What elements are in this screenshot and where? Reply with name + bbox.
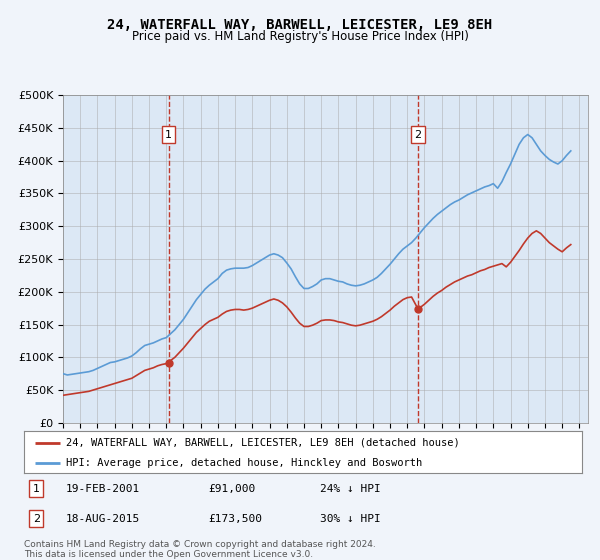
Text: 2: 2 — [33, 514, 40, 524]
Text: This data is licensed under the Open Government Licence v3.0.: This data is licensed under the Open Gov… — [24, 550, 313, 559]
Text: 24, WATERFALL WAY, BARWELL, LEICESTER, LE9 8EH: 24, WATERFALL WAY, BARWELL, LEICESTER, L… — [107, 18, 493, 32]
Text: 2: 2 — [415, 129, 422, 139]
Text: 24% ↓ HPI: 24% ↓ HPI — [320, 484, 380, 493]
Text: 1: 1 — [165, 129, 172, 139]
Text: 18-AUG-2015: 18-AUG-2015 — [66, 514, 140, 524]
Text: 30% ↓ HPI: 30% ↓ HPI — [320, 514, 380, 524]
Text: HPI: Average price, detached house, Hinckley and Bosworth: HPI: Average price, detached house, Hinc… — [66, 458, 422, 468]
Text: 1: 1 — [33, 484, 40, 493]
Text: £173,500: £173,500 — [208, 514, 262, 524]
Text: £91,000: £91,000 — [208, 484, 256, 493]
Text: 24, WATERFALL WAY, BARWELL, LEICESTER, LE9 8EH (detached house): 24, WATERFALL WAY, BARWELL, LEICESTER, L… — [66, 437, 460, 447]
Text: Price paid vs. HM Land Registry's House Price Index (HPI): Price paid vs. HM Land Registry's House … — [131, 30, 469, 43]
Text: Contains HM Land Registry data © Crown copyright and database right 2024.: Contains HM Land Registry data © Crown c… — [24, 540, 376, 549]
Text: 19-FEB-2001: 19-FEB-2001 — [66, 484, 140, 493]
